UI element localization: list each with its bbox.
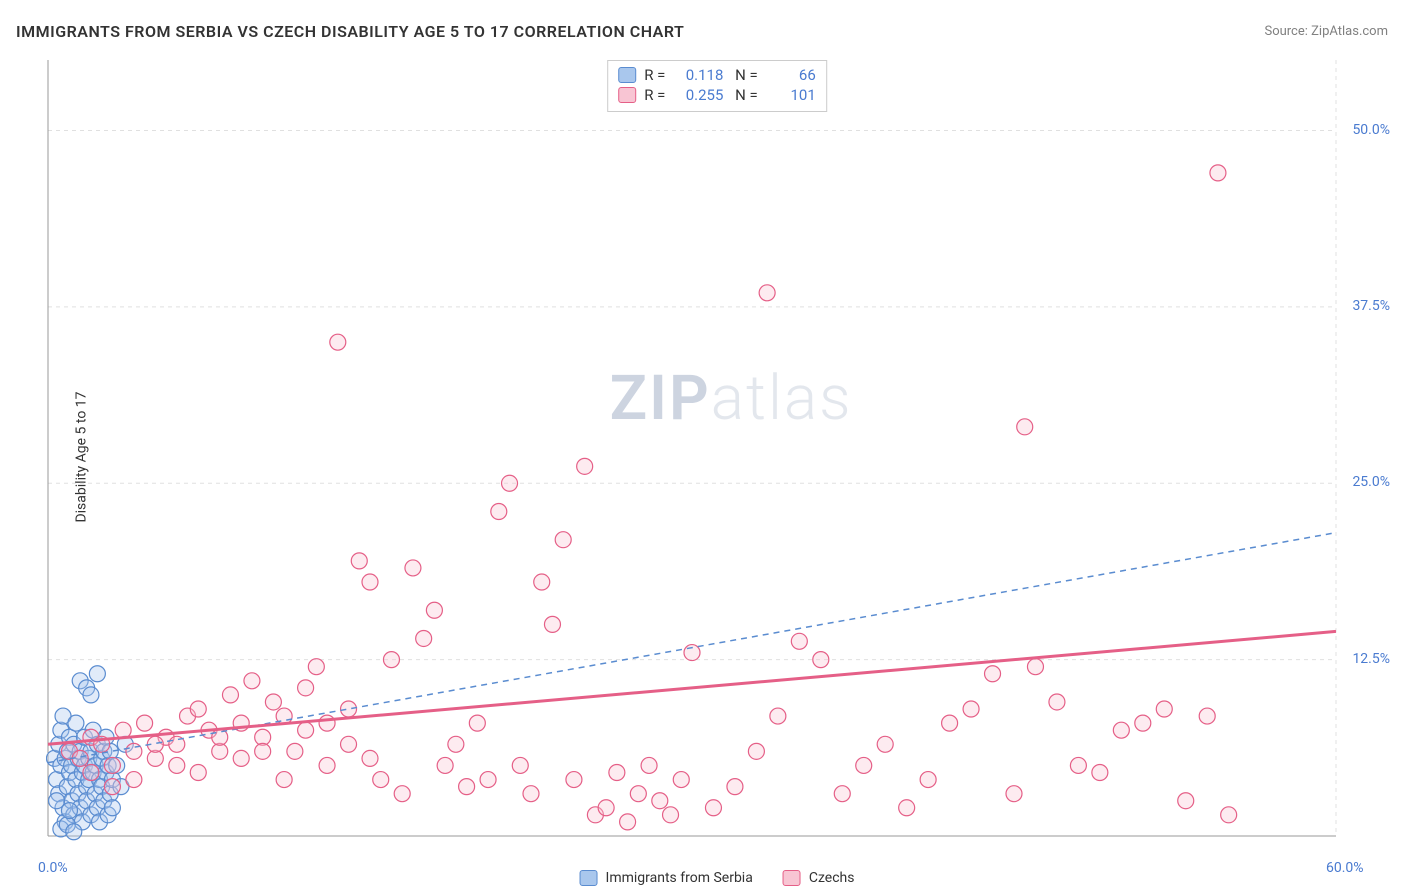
series-legend-label: Czechs <box>809 870 855 886</box>
stats-legend-row: R =0.255 N =101 <box>618 85 816 105</box>
series-legend: Immigrants from Serbia Czechs <box>580 870 855 886</box>
y-tick-label: 12.5% <box>1352 651 1390 667</box>
x-tick-label: 60.0% <box>1326 860 1364 876</box>
scatter-chart <box>46 60 1388 854</box>
legend-swatch <box>618 87 636 103</box>
legend-swatch <box>618 67 636 83</box>
stats-legend-row: R =0.118 N =66 <box>618 65 816 85</box>
y-tick-label: 25.0% <box>1352 474 1390 490</box>
series-legend-label: Immigrants from Serbia <box>606 870 753 886</box>
legend-swatch <box>783 870 801 886</box>
source-attribution: Source: ZipAtlas.com <box>1264 24 1388 39</box>
chart-title: IMMIGRANTS FROM SERBIA VS CZECH DISABILI… <box>16 22 684 41</box>
legend-swatch <box>580 870 598 886</box>
x-tick-label: 0.0% <box>38 860 68 876</box>
y-tick-label: 37.5% <box>1352 298 1390 314</box>
y-tick-label: 50.0% <box>1352 122 1390 138</box>
chart-container: Disability Age 5 to 17 ZIPatlas R =0.118… <box>46 60 1388 854</box>
series-legend-item: Czechs <box>783 870 855 886</box>
stats-legend: R =0.118 N =66 R =0.255 N =101 <box>607 60 827 112</box>
series-legend-item: Immigrants from Serbia <box>580 870 753 886</box>
